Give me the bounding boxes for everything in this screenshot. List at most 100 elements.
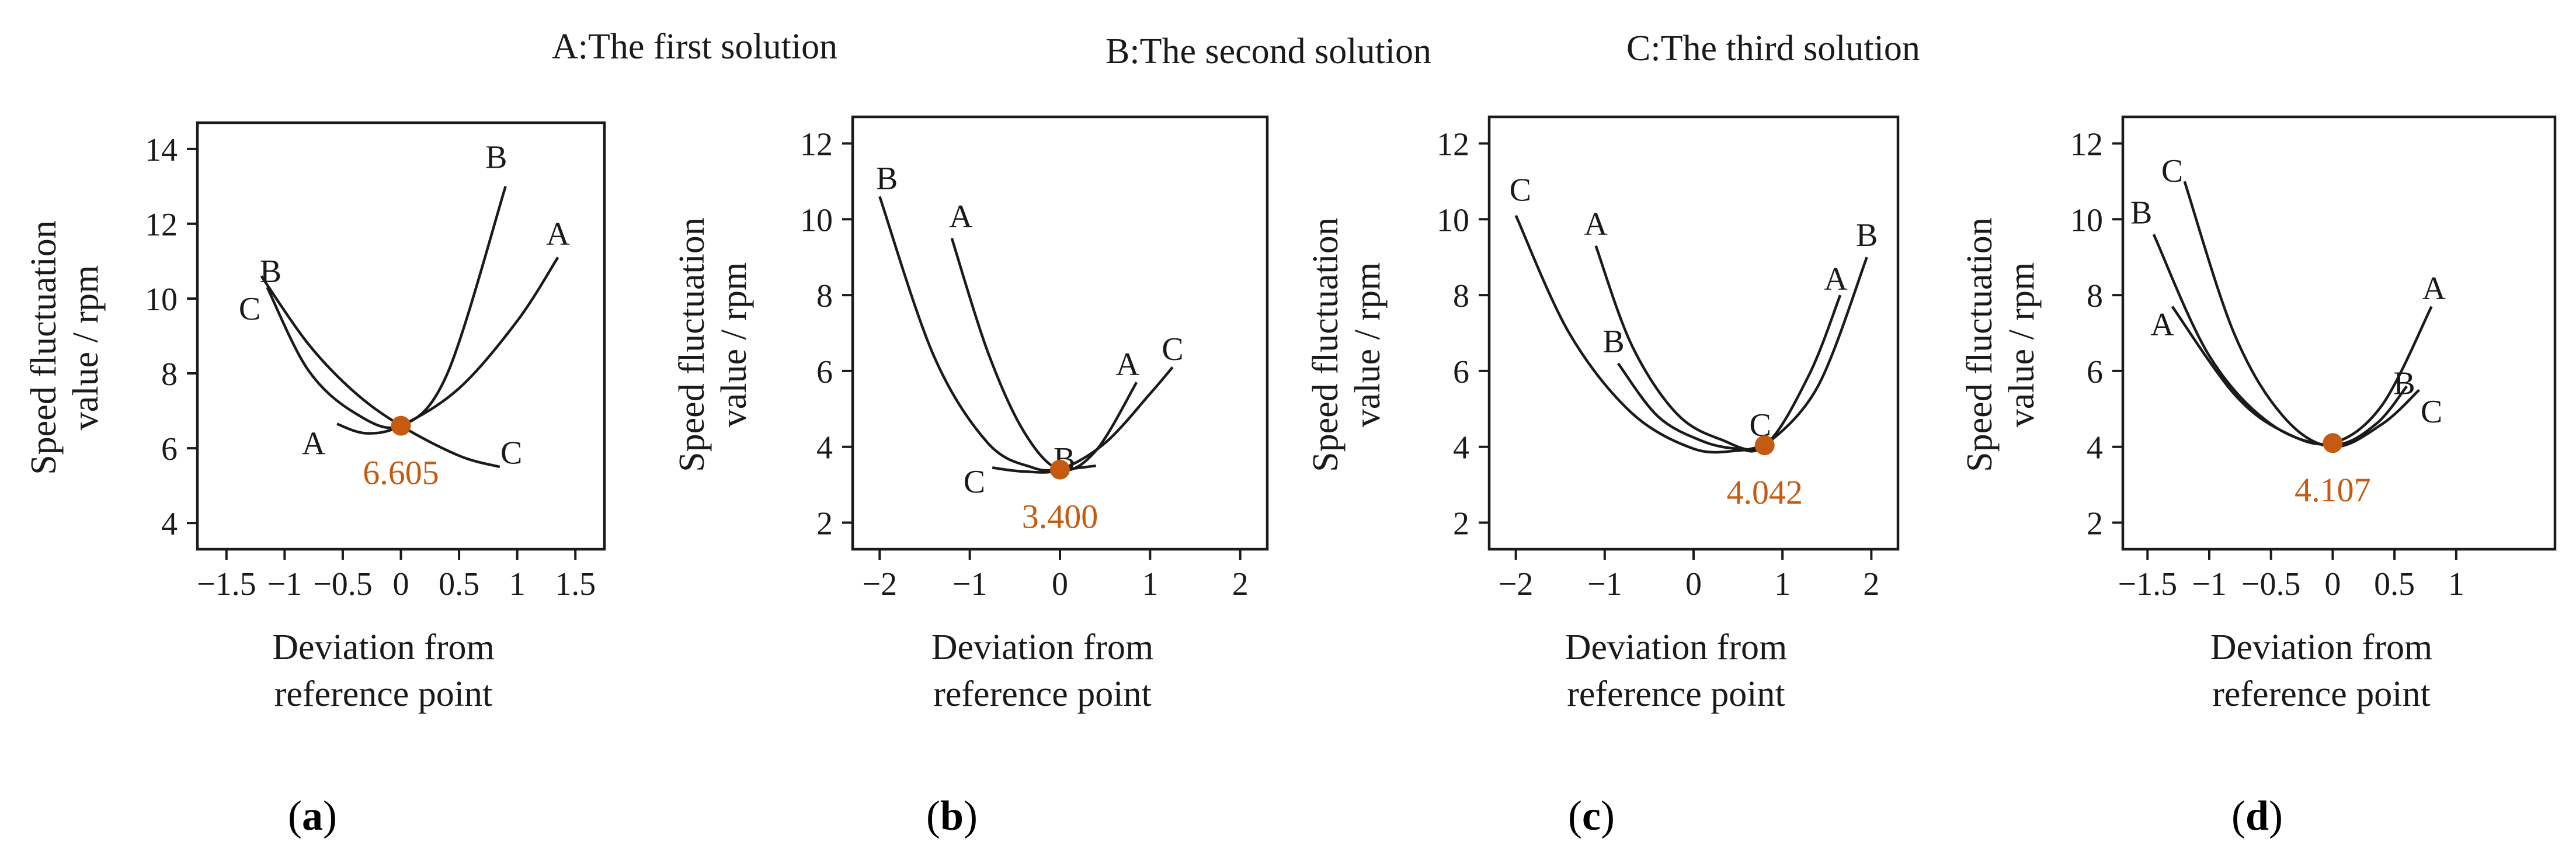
y-tick-label: 6 [1453, 354, 1469, 390]
x-tick-label: −0.5 [2241, 566, 2301, 602]
series-label-A: A [2422, 271, 2446, 307]
series-end-label-B: B [2130, 195, 2152, 231]
minimum-marker [391, 415, 411, 436]
series-line-B [2152, 234, 2408, 446]
panel-caption-letter: d [2245, 792, 2269, 839]
series-end-label-B: B [876, 161, 898, 197]
legend-second-solution: B:The second solution [1106, 32, 1431, 71]
series-label-A: A [302, 426, 326, 462]
panel-caption-letter: a [302, 792, 323, 839]
y-axis-label: Speed fluctuationvalue / rpm [672, 217, 754, 472]
series-line-B [878, 196, 1096, 472]
legend-third-solution: C:The third solution [1626, 29, 1920, 68]
y-tick-label: 6 [161, 431, 178, 467]
series-label-C: C [2421, 394, 2442, 430]
series-end-label-B: B [260, 254, 281, 290]
series-label-B: B [2393, 365, 2415, 401]
minimum-value-label: 4.042 [1726, 473, 1803, 511]
series-line-A [1594, 245, 1842, 451]
y-axis-label: Speed fluctuationvalue / rpm [1960, 217, 2042, 472]
x-tick-label: 1 [509, 566, 526, 602]
series-line-A [950, 238, 1138, 472]
series-end-label-A: A [2150, 307, 2174, 343]
series-end-label-B: B [1602, 324, 1624, 360]
y-tick-label: 10 [2070, 202, 2103, 238]
plot-frame [1487, 115, 1900, 551]
series-end-label-C: C [964, 464, 985, 500]
series-line-A [336, 257, 559, 435]
y-tick-label: 4 [1453, 430, 1469, 466]
x-tick-label: 1 [1142, 566, 1158, 602]
y-tick-label: 12 [145, 207, 178, 243]
minimum-marker [2323, 433, 2343, 453]
series-line-C [1514, 214, 1765, 454]
series-line-C [260, 275, 500, 469]
x-tick-label: −1 [2192, 566, 2227, 602]
series-line-C [2183, 181, 2420, 448]
series-end-label-A: A [546, 216, 570, 252]
x-tick-label: −2 [1499, 566, 1534, 602]
minimum-marker [1754, 435, 1775, 456]
x-tick-label: 0 [2324, 566, 2341, 602]
y-tick-label: 8 [816, 278, 833, 314]
y-tick-label: 12 [1437, 126, 1469, 162]
panel-caption: (d) [2231, 792, 2283, 839]
x-tick-label: 1 [1774, 566, 1791, 602]
series-line-A [2171, 306, 2433, 446]
series-label-A: A [1116, 346, 1140, 383]
x-tick-label: 2 [1863, 566, 1879, 602]
series-end-label-A: A [949, 199, 973, 235]
series-label-B: B [485, 140, 507, 176]
series-label-A: A [1824, 261, 1848, 297]
x-tick-label: 0.5 [439, 566, 479, 602]
y-axis-label: Speed fluctuationvalue / rpm [24, 220, 106, 475]
x-tick-label: 1.5 [555, 566, 596, 602]
y-tick-label: 2 [1453, 506, 1469, 542]
y-tick-label: 2 [2087, 506, 2103, 542]
panel-a: −1.5 −1 −0.5 0 0.5 1 1.5 4 6 8 10 12 14 Deviation fro… [24, 121, 606, 839]
minimum-marker [1050, 459, 1070, 480]
x-axis-label: Deviation from reference point [2210, 628, 2433, 714]
x-axis-label: Deviation from reference point [931, 628, 1154, 714]
y-tick-label: 8 [161, 356, 178, 393]
x-tick-label: 0.5 [2374, 566, 2415, 602]
x-axis-label: Deviation from reference point [272, 628, 495, 714]
y-tick-label: 10 [145, 282, 178, 318]
series-label-C: C [1162, 331, 1183, 368]
panel-caption: (c) [1568, 792, 1615, 839]
x-tick-label: −1 [952, 566, 988, 602]
y-axis-label: Speed fluctuationvalue / rpm [1306, 217, 1388, 472]
y-tick-label: 10 [800, 202, 833, 238]
x-tick-label: 1 [2448, 566, 2464, 602]
x-tick-label: 2 [1232, 566, 1249, 602]
x-tick-label: −1 [267, 566, 303, 602]
x-tick-label: 0 [1685, 566, 1702, 602]
y-tick-label: 4 [816, 430, 833, 466]
x-tick-label: 0 [1052, 566, 1068, 602]
series-label-C: C [500, 435, 522, 472]
x-tick-label: 0 [393, 566, 409, 602]
plot-frame [851, 115, 1269, 551]
y-tick-label: 12 [2070, 126, 2103, 162]
panel-caption-letter: b [940, 792, 964, 839]
panel-caption: (b) [926, 792, 978, 839]
y-tick-label: 6 [2087, 354, 2103, 390]
y-tick-label: 14 [145, 132, 178, 168]
y-tick-label: 10 [1437, 202, 1469, 238]
series-label-B: B [1856, 217, 1878, 254]
series-line-B [266, 186, 507, 429]
x-tick-label: −2 [863, 566, 898, 602]
minimum-value-label: 4.107 [2295, 471, 2371, 509]
y-tick-label: 2 [816, 506, 833, 542]
legend-first-solution: A:The first solution [552, 27, 837, 67]
y-tick-label: 12 [800, 126, 833, 162]
series-line-C [992, 366, 1174, 474]
y-tick-label: 8 [1453, 278, 1469, 314]
minimum-value-label: 3.400 [1022, 498, 1098, 536]
y-tick-label: 4 [161, 506, 178, 542]
x-tick-label: −1.5 [2118, 566, 2177, 602]
